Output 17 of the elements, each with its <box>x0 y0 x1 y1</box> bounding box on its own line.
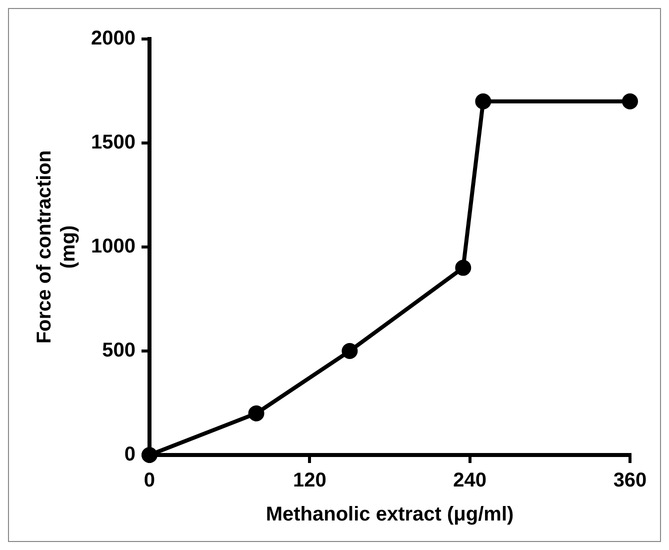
y-tick-label: 2000 <box>90 28 136 50</box>
point <box>141 447 158 463</box>
x-tick-label: 360 <box>613 470 647 492</box>
y-axis-title: Force of contraction (mg) <box>34 150 80 344</box>
point <box>342 343 358 359</box>
x-axis-title: Methanolic extract (μg/ml) <box>266 504 514 526</box>
x-tick-label: 120 <box>292 470 326 492</box>
point <box>622 93 638 110</box>
x-tick-label: 0 <box>144 470 156 492</box>
x-tick-label: 240 <box>453 470 487 492</box>
point <box>475 93 492 110</box>
y-tick-label: 500 <box>102 340 136 362</box>
y-tick-label: 0 <box>124 444 136 466</box>
y-tick-label: 1000 <box>90 236 136 258</box>
y-tick-label: 1500 <box>90 132 136 154</box>
point <box>455 260 472 276</box>
point <box>248 405 264 422</box>
